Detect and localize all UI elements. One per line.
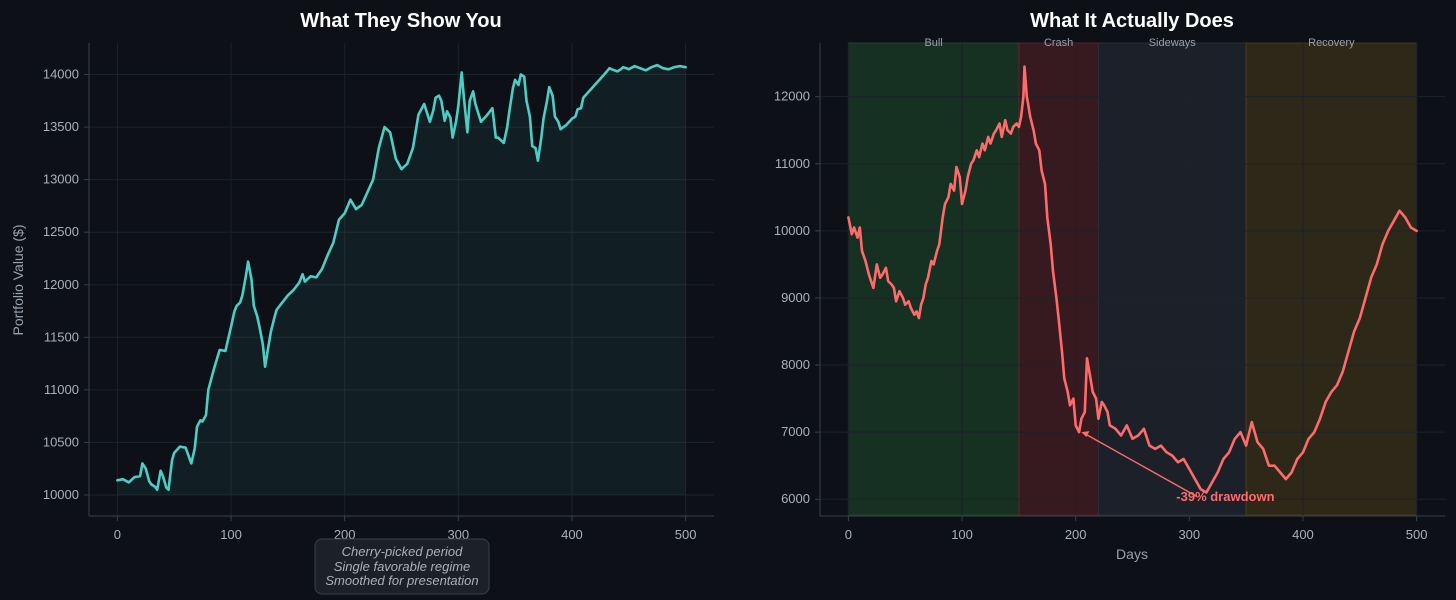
y-tick-label: 10000 (774, 223, 810, 238)
region-sideways (1097, 42, 1247, 516)
y-tick-label: 11500 (44, 329, 79, 344)
x-tick-label: 200 (1065, 527, 1087, 542)
region-bull (847, 42, 1020, 516)
x-tick-label: 100 (951, 527, 973, 542)
annotation-arrow-line (1087, 434, 1197, 497)
note-line-2: Single favorable regime (334, 559, 471, 574)
drawdown-annotation: -39% drawdown (1081, 431, 1275, 504)
region-label-bull: Bull (924, 37, 942, 49)
y-tick-label: 10500 (43, 434, 79, 449)
right-chart-title: What It Actually Does (1030, 10, 1234, 32)
left-portfolio-line (116, 63, 687, 491)
y-tick-label: 8000 (781, 357, 810, 372)
x-tick-label: 500 (675, 527, 697, 542)
region-label-crash: Crash (1044, 37, 1073, 49)
y-tick-label: 6000 (781, 491, 810, 506)
y-tick-label: 10000 (43, 487, 79, 502)
y-tick-label: 12000 (774, 89, 810, 104)
y-tick-label: 13000 (43, 172, 79, 187)
x-tick-label: 400 (1292, 527, 1314, 542)
x-tick-label: 0 (114, 527, 121, 542)
x-tick-label: 400 (561, 527, 583, 542)
x-tick-label: 200 (334, 527, 356, 542)
y-tick-label: 14000 (43, 67, 79, 82)
left-tick-labels: 0 100 200 300 400 500 10000 10500 11000 11500 1200… (43, 67, 697, 542)
y-tick-label: 13500 (43, 119, 79, 134)
y-tick-label: 12500 (43, 224, 79, 239)
region-label-recovery: Recovery (1308, 37, 1355, 49)
region-label-sideways: Sideways (1149, 37, 1197, 49)
y-tick-label: 7000 (781, 424, 810, 439)
y-tick-label: 11000 (44, 382, 79, 397)
left-chart-title: What They Show You (300, 10, 501, 32)
right-portfolio-line (847, 65, 1418, 494)
regime-regions: Bull Crash Sideways Recovery (847, 37, 1418, 516)
right-chart-panel: Bull Crash Sideways Recovery 0 100 200 300 400 5… (774, 10, 1445, 562)
right-x-axis-label: Days (1116, 546, 1148, 562)
left-grid (89, 43, 714, 516)
y-tick-label: 11000 (775, 156, 810, 171)
notes-box-background (314, 538, 490, 595)
annotation-arrow-head (1081, 431, 1090, 438)
note-line-3: Smoothed for presentation (325, 573, 478, 588)
y-tick-label: 12000 (43, 277, 79, 292)
x-tick-label: 300 (1178, 527, 1200, 542)
left-chart-panel: 0 100 200 300 400 500 10000 10500 11000 11500 1200… (10, 10, 714, 542)
region-recovery (1245, 42, 1418, 516)
x-tick-label: 0 (845, 527, 852, 542)
x-tick-label: 500 (1406, 527, 1428, 542)
note-line-1: Cherry-picked period (342, 544, 463, 559)
right-tick-labels: 0 100 200 300 400 500 6000 7000 8000 9000 10000 110… (774, 89, 1428, 542)
x-tick-label: 100 (220, 527, 242, 542)
x-tick-label: 300 (447, 527, 469, 542)
y-tick-label: 9000 (781, 290, 810, 305)
annotation-text: -39% drawdown (1176, 489, 1274, 504)
left-area-fill (117, 65, 686, 495)
left-y-axis-label: Portfolio Value ($) (10, 224, 26, 335)
notes-box: Cherry-picked period Single favorable re… (314, 538, 490, 595)
